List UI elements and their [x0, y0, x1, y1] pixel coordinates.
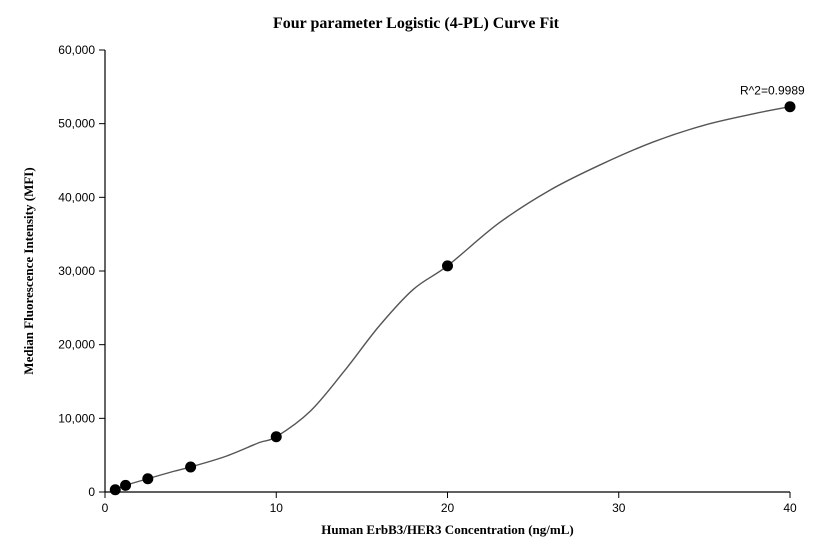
- data-point: [110, 484, 121, 495]
- data-point: [271, 431, 282, 442]
- chart-svg: Four parameter Logistic (4-PL) Curve Fit…: [0, 0, 832, 560]
- fit-curve: [110, 107, 790, 492]
- chart-container: Four parameter Logistic (4-PL) Curve Fit…: [0, 0, 832, 560]
- y-axis-label: Median Fluorescence Intensity (MFI): [21, 167, 36, 374]
- y-tick-label: 20,000: [58, 338, 95, 352]
- y-tick-label: 50,000: [58, 117, 95, 131]
- r-squared-annotation: R^2=0.9989: [740, 84, 805, 98]
- points-group: [110, 101, 796, 495]
- data-point: [142, 473, 153, 484]
- y-tick-label: 30,000: [58, 264, 95, 278]
- x-axis-label: Human ErbB3/HER3 Concentration (ng/mL): [321, 522, 573, 537]
- y-tick-label: 60,000: [58, 43, 95, 57]
- y-tick-label: 10,000: [58, 411, 95, 425]
- data-point: [120, 480, 131, 491]
- y-tick-label: 40,000: [58, 190, 95, 204]
- curve-group: [110, 107, 790, 492]
- data-point: [185, 461, 196, 472]
- x-tick-label: 10: [270, 501, 284, 515]
- x-tick-label: 0: [102, 501, 109, 515]
- y-tick-label: 0: [88, 485, 95, 499]
- x-tick-label: 20: [441, 501, 455, 515]
- data-point: [442, 260, 453, 271]
- x-tick-label: 30: [612, 501, 626, 515]
- chart-title: Four parameter Logistic (4-PL) Curve Fit: [273, 15, 560, 32]
- data-point: [785, 101, 796, 112]
- x-tick-label: 40: [783, 501, 797, 515]
